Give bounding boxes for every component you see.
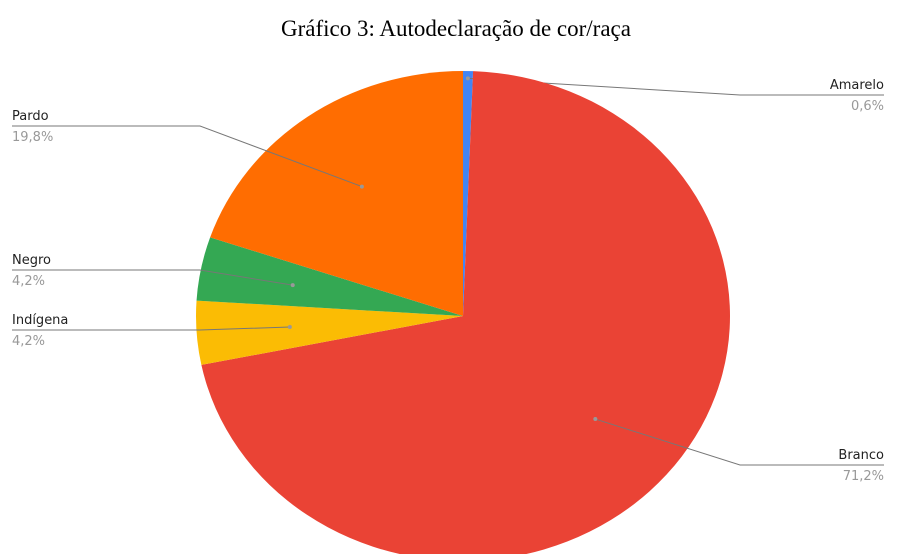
slice-label: Pardo bbox=[12, 109, 49, 124]
leader-line bbox=[12, 269, 293, 286]
pie-slice bbox=[463, 71, 474, 316]
pie-slice bbox=[196, 300, 463, 365]
slice-label: Branco bbox=[838, 448, 884, 463]
slice-label: Negro bbox=[12, 253, 51, 268]
leader-line bbox=[595, 418, 884, 466]
leader-line bbox=[12, 326, 290, 331]
slice-label: Indígena bbox=[12, 313, 68, 328]
leader-dot bbox=[290, 283, 295, 288]
pie-slice bbox=[196, 237, 464, 316]
slice-value-label: 4,2% bbox=[12, 274, 45, 289]
leader-dot bbox=[465, 76, 470, 81]
slice-value-label: 71,2% bbox=[843, 469, 884, 484]
leader-dot bbox=[287, 324, 292, 329]
slice-label: Amarelo bbox=[830, 78, 884, 93]
slice-value-label: 4,2% bbox=[12, 334, 45, 349]
slice-value-label: 0,6% bbox=[851, 99, 884, 114]
leader-dot bbox=[593, 417, 598, 422]
slice-value-label: 19,8% bbox=[12, 130, 53, 145]
leader-dot bbox=[359, 184, 364, 189]
chart-title: Gráfico 3: Autodeclaração de cor/raça bbox=[281, 16, 631, 41]
leader-line bbox=[12, 125, 363, 188]
pie-slice bbox=[201, 71, 730, 554]
leader-line bbox=[467, 77, 884, 96]
pie-slice bbox=[210, 71, 463, 316]
